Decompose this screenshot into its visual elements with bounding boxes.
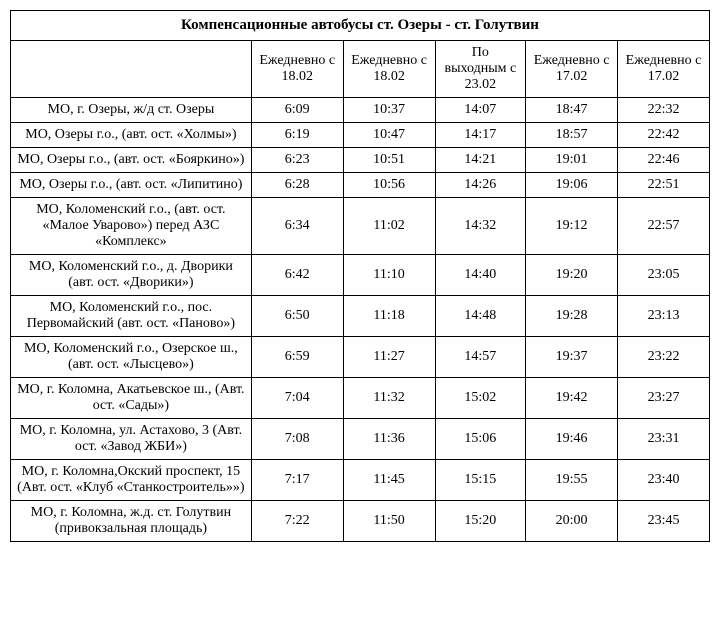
table-title: Компенсационные автобусы ст. Озеры - ст.…	[11, 11, 710, 41]
table-row: МО, г. Коломна, ул. Астахово, 3 (Авт. ос…	[11, 419, 710, 460]
table-row: МО, Коломенский г.о., Озерское ш., (авт.…	[11, 337, 710, 378]
time-cell: 11:27	[343, 337, 435, 378]
time-cell: 11:02	[343, 198, 435, 255]
time-cell: 15:15	[435, 460, 526, 501]
stop-cell: МО, Коломенский г.о., Озерское ш., (авт.…	[11, 337, 252, 378]
time-cell: 23:45	[618, 501, 710, 542]
stop-cell: МО, Озеры г.о., (авт. ост. «Бояркино»)	[11, 148, 252, 173]
time-cell: 19:42	[526, 378, 618, 419]
header-row: Ежедневно с 18.02 Ежедневно с 18.02 По в…	[11, 41, 710, 98]
stop-cell: МО, Коломенский г.о., д. Дворики (авт. о…	[11, 255, 252, 296]
time-cell: 6:23	[251, 148, 343, 173]
table-row: МО, г. Коломна, Акатьевское ш., (Авт. ос…	[11, 378, 710, 419]
time-cell: 14:48	[435, 296, 526, 337]
time-cell: 23:40	[618, 460, 710, 501]
time-cell: 23:27	[618, 378, 710, 419]
time-cell: 11:36	[343, 419, 435, 460]
time-cell: 6:42	[251, 255, 343, 296]
stop-cell: МО, г. Озеры, ж/д ст. Озеры	[11, 98, 252, 123]
time-cell: 19:46	[526, 419, 618, 460]
time-cell: 7:08	[251, 419, 343, 460]
time-cell: 14:40	[435, 255, 526, 296]
time-cell: 14:07	[435, 98, 526, 123]
time-cell: 14:26	[435, 173, 526, 198]
time-cell: 7:22	[251, 501, 343, 542]
time-cell: 19:12	[526, 198, 618, 255]
time-cell: 10:51	[343, 148, 435, 173]
time-cell: 15:06	[435, 419, 526, 460]
stop-cell: МО, г. Коломна, ул. Астахово, 3 (Авт. ос…	[11, 419, 252, 460]
header-col-3: По выходным с 23.02	[435, 41, 526, 98]
time-cell: 6:19	[251, 123, 343, 148]
table-row: МО, г. Коломна, ж.д. ст. Голутвин (приво…	[11, 501, 710, 542]
header-stop-blank	[11, 41, 252, 98]
stop-cell: МО, г. Коломна,Окский проспект, 15(Авт. …	[11, 460, 252, 501]
time-cell: 7:17	[251, 460, 343, 501]
time-cell: 11:45	[343, 460, 435, 501]
time-cell: 14:17	[435, 123, 526, 148]
time-cell: 18:57	[526, 123, 618, 148]
time-cell: 19:28	[526, 296, 618, 337]
time-cell: 10:47	[343, 123, 435, 148]
time-cell: 22:42	[618, 123, 710, 148]
time-cell: 11:50	[343, 501, 435, 542]
time-cell: 14:32	[435, 198, 526, 255]
time-cell: 19:20	[526, 255, 618, 296]
time-cell: 11:32	[343, 378, 435, 419]
header-col-2: Ежедневно с 18.02	[343, 41, 435, 98]
table-row: МО, г. Озеры, ж/д ст. Озеры6:0910:3714:0…	[11, 98, 710, 123]
table-row: МО, г. Коломна,Окский проспект, 15(Авт. …	[11, 460, 710, 501]
header-col-5: Ежедневно с 17.02	[618, 41, 710, 98]
time-cell: 6:59	[251, 337, 343, 378]
stop-cell: МО, Коломенский г.о., (авт. ост. «Малое …	[11, 198, 252, 255]
table-row: МО, Коломенский г.о., (авт. ост. «Малое …	[11, 198, 710, 255]
table-row: МО, Коломенский г.о., д. Дворики (авт. о…	[11, 255, 710, 296]
time-cell: 6:34	[251, 198, 343, 255]
time-cell: 14:21	[435, 148, 526, 173]
stop-cell: МО, Озеры г.о., (авт. ост. «Липитино)	[11, 173, 252, 198]
time-cell: 23:05	[618, 255, 710, 296]
stop-cell: МО, г. Коломна, Акатьевское ш., (Авт. ос…	[11, 378, 252, 419]
time-cell: 20:00	[526, 501, 618, 542]
time-cell: 23:31	[618, 419, 710, 460]
time-cell: 22:32	[618, 98, 710, 123]
table-row: МО, Коломенский г.о., пос. Первомайский …	[11, 296, 710, 337]
time-cell: 23:13	[618, 296, 710, 337]
time-cell: 15:02	[435, 378, 526, 419]
time-cell: 6:28	[251, 173, 343, 198]
time-cell: 10:37	[343, 98, 435, 123]
stop-cell: МО, г. Коломна, ж.д. ст. Голутвин (приво…	[11, 501, 252, 542]
time-cell: 11:18	[343, 296, 435, 337]
time-cell: 10:56	[343, 173, 435, 198]
time-cell: 19:55	[526, 460, 618, 501]
table-row: МО, Озеры г.о., (авт. ост. «Холмы»)6:191…	[11, 123, 710, 148]
stop-cell: МО, Коломенский г.о., пос. Первомайский …	[11, 296, 252, 337]
time-cell: 11:10	[343, 255, 435, 296]
table-row: МО, Озеры г.о., (авт. ост. «Липитино)6:2…	[11, 173, 710, 198]
time-cell: 22:46	[618, 148, 710, 173]
header-col-1: Ежедневно с 18.02	[251, 41, 343, 98]
time-cell: 19:01	[526, 148, 618, 173]
stop-cell: МО, Озеры г.о., (авт. ост. «Холмы»)	[11, 123, 252, 148]
header-col-4: Ежедневно с 17.02	[526, 41, 618, 98]
title-row: Компенсационные автобусы ст. Озеры - ст.…	[11, 11, 710, 41]
time-cell: 23:22	[618, 337, 710, 378]
time-cell: 22:57	[618, 198, 710, 255]
schedule-table: Компенсационные автобусы ст. Озеры - ст.…	[10, 10, 710, 542]
time-cell: 7:04	[251, 378, 343, 419]
table-row: МО, Озеры г.о., (авт. ост. «Бояркино»)6:…	[11, 148, 710, 173]
time-cell: 6:50	[251, 296, 343, 337]
time-cell: 19:06	[526, 173, 618, 198]
time-cell: 22:51	[618, 173, 710, 198]
time-cell: 15:20	[435, 501, 526, 542]
time-cell: 18:47	[526, 98, 618, 123]
time-cell: 19:37	[526, 337, 618, 378]
time-cell: 14:57	[435, 337, 526, 378]
time-cell: 6:09	[251, 98, 343, 123]
